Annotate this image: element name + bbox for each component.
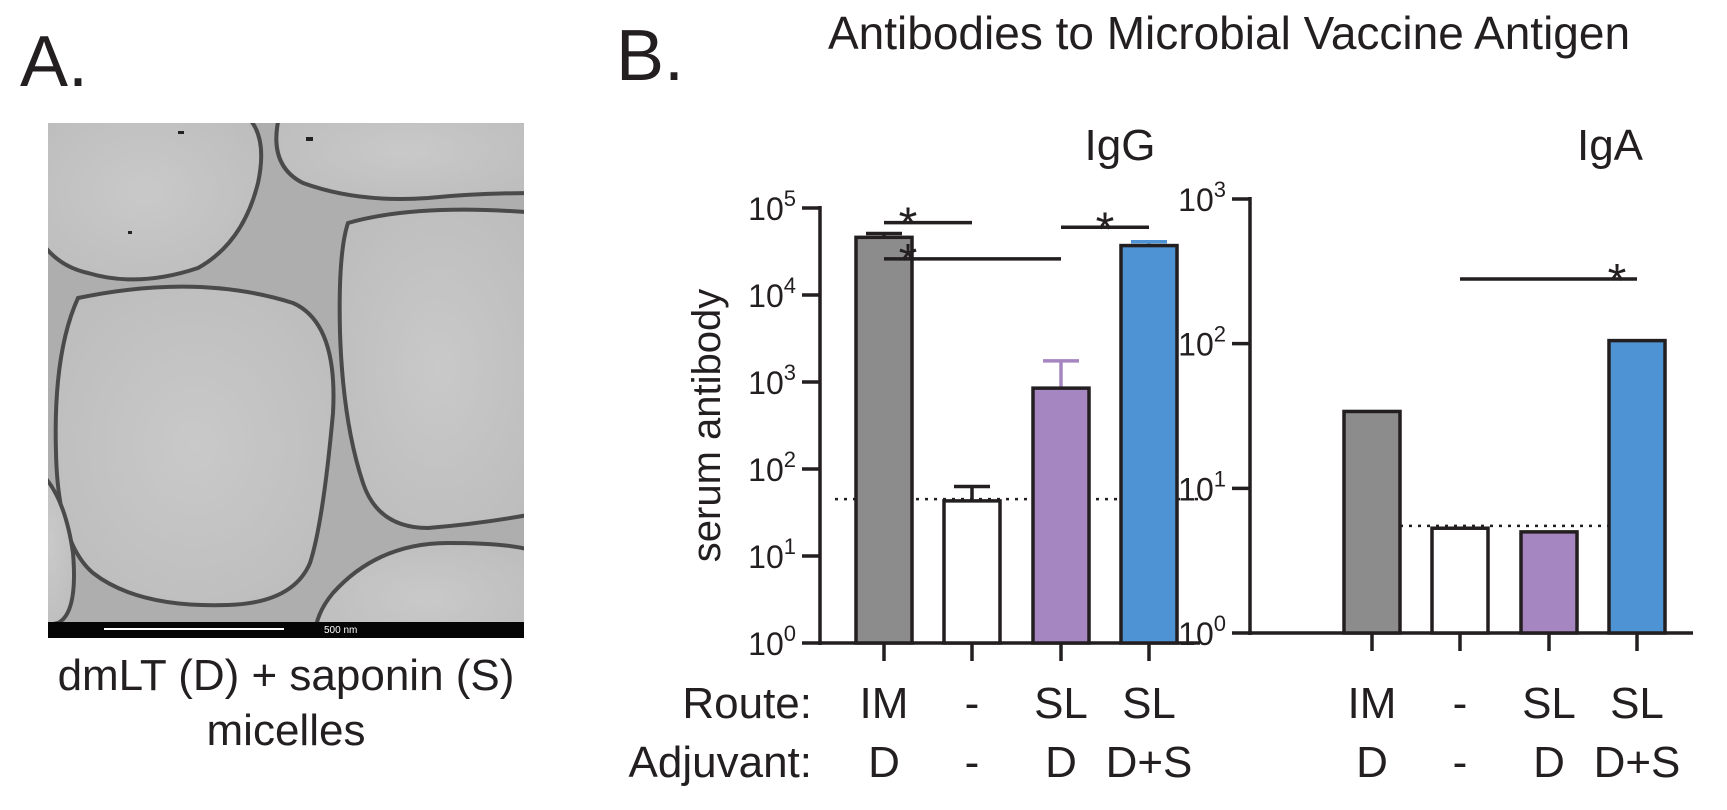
igg-chart-title: IgG: [1085, 121, 1156, 170]
iga-bar-1: [1342, 409, 1402, 635]
igg-route-label: SL: [1122, 679, 1176, 728]
igg-bar-4: [1119, 243, 1179, 645]
panel-b-title: Antibodies to Microbial Vaccine Antigen: [828, 7, 1631, 59]
iga-route-label: SL: [1522, 679, 1576, 728]
scale-label: 500 nm: [324, 625, 358, 636]
iga-adjuvant-label: D+S: [1594, 738, 1681, 787]
igg-y-tick-label: 104: [748, 273, 796, 314]
igg-route-label: -: [965, 679, 980, 728]
igg-y-tick-label: 103: [748, 360, 796, 401]
iga-bar-3: [1519, 530, 1579, 635]
igg-adjuvant-label: -: [965, 738, 980, 787]
caption-line-2: micelles: [206, 706, 366, 755]
iga-y-tick-label: 100: [1178, 611, 1226, 652]
panel-b-letter: B.: [616, 16, 685, 96]
igg-y-tick-label: 105: [748, 186, 796, 227]
micrograph-image: 500 nm: [48, 123, 524, 638]
igg-route-label: SL: [1034, 679, 1088, 728]
igg-bar-1: [854, 235, 914, 645]
iga-chart-title: IgA: [1577, 121, 1644, 170]
igg-y-tick-label: 101: [748, 534, 796, 575]
igg-y-tick-label: 100: [748, 621, 796, 662]
iga-route-label: -: [1453, 679, 1468, 728]
caption-line-1: dmLT (D) + saponin (S): [57, 651, 515, 700]
igg-significance-star: *: [899, 199, 918, 252]
iga-y-tick-label: 103: [1178, 177, 1226, 218]
igg-adjuvant-label: D: [868, 738, 900, 787]
iga-y-tick-label: 101: [1178, 466, 1226, 507]
iga-bar-2: [1430, 526, 1490, 635]
scale-bar: [104, 628, 284, 630]
igg-adjuvant-label: D+S: [1106, 738, 1193, 787]
igg-y-tick-label: 102: [748, 447, 796, 488]
route-row-label: Route:: [682, 679, 812, 728]
igg-y-axis-label: serum antibody: [685, 289, 729, 562]
iga-route-label: IM: [1348, 679, 1397, 728]
iga-adjuvant-label: D: [1533, 738, 1565, 787]
igg-route-label: IM: [860, 679, 909, 728]
iga-significance-star: *: [1608, 255, 1627, 308]
igg-bar-3: [1031, 386, 1091, 645]
igg-bar-2: [942, 499, 1002, 645]
igg-adjuvant-label: D: [1045, 738, 1077, 787]
iga-route-label: SL: [1610, 679, 1664, 728]
igg-significance-star: *: [1096, 203, 1115, 256]
panel-a-letter: A.: [20, 22, 89, 102]
micrograph-caption: dmLT (D) + saponin (S) micelles: [20, 648, 552, 758]
igg-significance-star: *: [899, 235, 918, 288]
adjuvant-row-label: Adjuvant:: [629, 738, 812, 787]
iga-adjuvant-label: -: [1453, 738, 1468, 787]
scale-strip: [48, 622, 524, 638]
iga-bar-4: [1607, 338, 1667, 635]
iga-y-tick-label: 102: [1178, 322, 1226, 363]
iga-adjuvant-label: D: [1356, 738, 1388, 787]
